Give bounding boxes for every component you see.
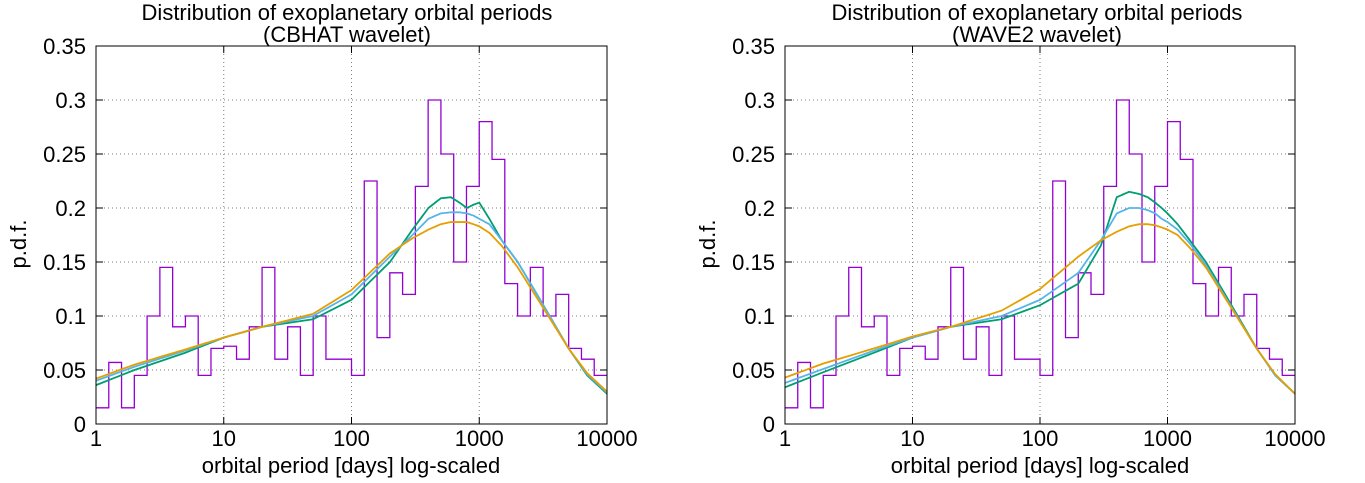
y-tick-label: 0.15 [43, 250, 86, 275]
y-tick-label: 0.2 [55, 196, 86, 221]
chart-panel-cbhat: Distribution of exoplanetary orbital per… [0, 0, 682, 483]
x-tick-label: 100 [333, 426, 370, 451]
y-tick-label: 0.1 [55, 304, 86, 329]
histogram-step [785, 99, 1295, 409]
y-axis-label: p.d.f. [695, 220, 720, 269]
y-tick-label: 0.15 [732, 250, 775, 275]
x-tick-label: 1 [90, 426, 102, 451]
y-tick-label: 0.2 [744, 196, 775, 221]
y-tick-label: 0.35 [43, 34, 86, 59]
y-tick-label: 0.25 [732, 142, 775, 167]
y-tick-label: 0.3 [55, 88, 86, 113]
density-curve-3 [95, 221, 608, 393]
chart-cbhat: Distribution of exoplanetary orbital per… [6, 0, 638, 478]
y-tick-label: 0.35 [732, 34, 775, 59]
y-tick-label: 0.25 [43, 142, 86, 167]
y-tick-label: 0.05 [43, 358, 86, 383]
x-tick-label: 10 [212, 426, 236, 451]
chart-subtitle: (CBHAT wavelet) [263, 22, 431, 47]
x-tick-label: 1 [779, 426, 791, 451]
x-tick-label: 100 [1022, 426, 1059, 451]
x-tick-label: 1000 [1143, 426, 1192, 451]
chart-panel-wave2: Distribution of exoplanetary orbital per… [683, 0, 1365, 483]
x-axis-label: orbital period [days] log-scaled [891, 453, 1189, 478]
density-curve-3 [784, 223, 1296, 395]
x-tick-label: 10000 [576, 426, 637, 451]
y-tick-label: 0 [763, 412, 775, 437]
chart-wave2: Distribution of exoplanetary orbital per… [695, 0, 1326, 478]
chart-title: Distribution of exoplanetary orbital per… [142, 0, 553, 25]
x-tick-label: 10 [900, 426, 924, 451]
y-tick-label: 0.05 [732, 358, 775, 383]
x-axis-label: orbital period [days] log-scaled [202, 453, 500, 478]
x-tick-label: 10000 [1264, 426, 1325, 451]
y-tick-label: 0.1 [744, 304, 775, 329]
y-axis-label: p.d.f. [6, 220, 31, 269]
chart-title: Distribution of exoplanetary orbital per… [832, 0, 1243, 25]
x-tick-label: 1000 [455, 426, 504, 451]
histogram-step [96, 99, 607, 409]
y-tick-label: 0.3 [744, 88, 775, 113]
chart-subtitle: (WAVE2 wavelet) [952, 22, 1122, 47]
y-tick-label: 0 [74, 412, 86, 437]
